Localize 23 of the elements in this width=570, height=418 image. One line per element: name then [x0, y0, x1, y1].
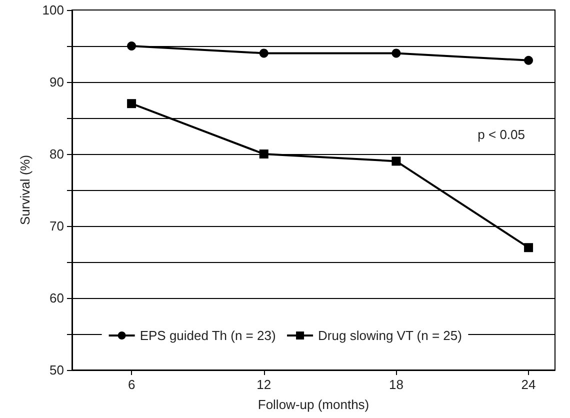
annotation: p < 0.05: [478, 127, 526, 142]
point: [259, 48, 268, 58]
y-tick-label: 100: [42, 2, 64, 18]
y-tick-label: 60: [50, 290, 64, 306]
x-tick-label: 24: [521, 377, 536, 392]
legend-label: Drug slowing VT (n = 25): [318, 328, 462, 343]
y-tick-label: 90: [50, 74, 64, 90]
point: [259, 150, 268, 158]
x-axis-title: Follow-up (months): [258, 397, 370, 412]
point: [524, 56, 534, 65]
y-axis-title: Survival (%): [17, 154, 32, 226]
point: [392, 48, 401, 58]
y-tick-label: 50: [50, 362, 64, 378]
x-tick-label: 6: [128, 377, 136, 392]
point: [524, 243, 534, 252]
x-tick-label: 12: [256, 377, 272, 392]
y-tick-label: 80: [50, 146, 64, 162]
point: [392, 156, 401, 166]
x-tick-label: 18: [388, 377, 404, 392]
legend-label: EPS guided Th (n = 23): [140, 328, 276, 343]
y-tick-label: 70: [50, 218, 64, 234]
point: [127, 99, 136, 108]
point: [127, 42, 136, 50]
